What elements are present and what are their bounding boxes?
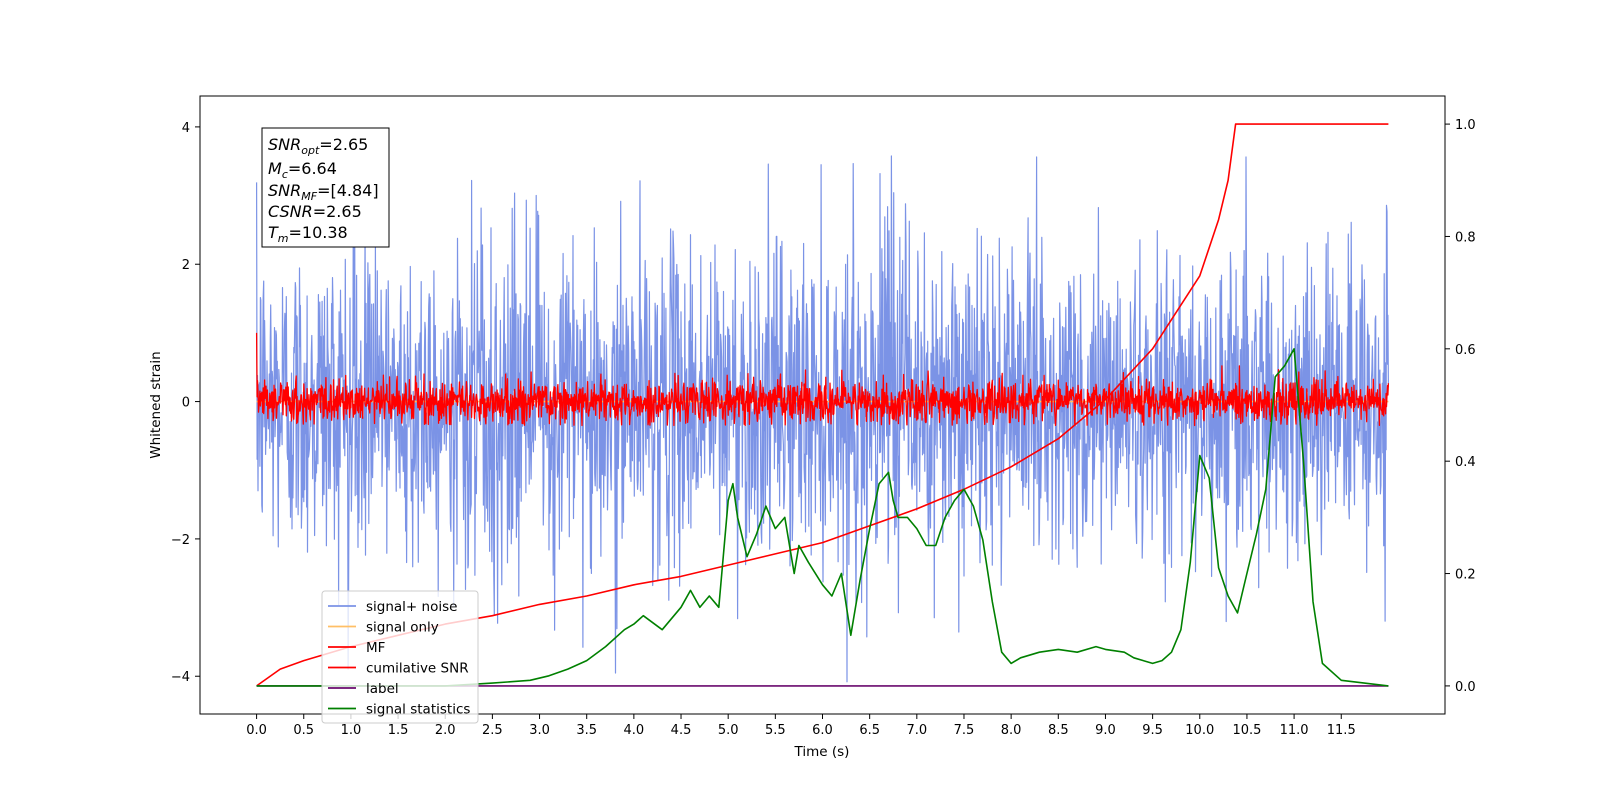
x-tick-label: 10.0: [1185, 723, 1214, 738]
y-tick-label: −2: [171, 533, 190, 548]
annotation-box: SNRopt=2.65 Mc=6.64 SNRMF=[4.84] CSNR=2.…: [261, 127, 390, 248]
x-tick-label: 8.0: [1001, 723, 1022, 738]
x-axis-label: Time (s): [794, 744, 850, 760]
x-tick-label: 0.0: [246, 723, 267, 738]
x-tick-label: 5.5: [765, 723, 786, 738]
y2-tick-label: 0.2: [1455, 568, 1476, 583]
x-tick-label: 10.5: [1232, 723, 1261, 738]
x-tick-label: 8.5: [1048, 723, 1069, 738]
series-line-mf: [255, 332, 1390, 427]
y-tick-label: 4: [182, 121, 190, 136]
legend: signal+ noise signal only MF cumilative SNR…: [321, 590, 479, 724]
x-tick-label: 3.0: [529, 723, 550, 738]
x-tick-label: 6.5: [859, 723, 880, 738]
x-tick-label: 2.0: [435, 723, 456, 738]
x-tick-label: 6.0: [812, 723, 833, 738]
annotation-snr-opt: SNRopt=2.65: [268, 135, 368, 157]
x-axis: 0.0 0.5 1.0 1.5 2.0 2.5 3.0 3.5 4.0 4.5 5.0 5.5 6.0 6…: [246, 714, 1356, 738]
x-tick-label: 3.5: [576, 723, 597, 738]
x-tick-label: 11.5: [1327, 723, 1356, 738]
x-tick-label: 11.0: [1280, 723, 1309, 738]
x-tick-label: 1.0: [341, 723, 362, 738]
legend-label: signal+ noise: [366, 599, 457, 615]
y-axis-right: 1.0 0.8 0.6 0.4 0.2 0.0: [1445, 118, 1476, 695]
y2-tick-label: 0.6: [1455, 343, 1476, 358]
y2-tick-label: 1.0: [1455, 118, 1476, 133]
annotation-tm: Tm=10.38: [268, 223, 348, 245]
x-tick-label: 4.5: [671, 723, 692, 738]
x-tick-label: 0.5: [293, 723, 314, 738]
annotation-csnr: CSNR=2.65: [268, 202, 362, 221]
y-tick-label: 2: [182, 258, 190, 273]
legend-label: signal only: [366, 620, 439, 636]
x-tick-label: 7.5: [954, 723, 975, 738]
y-axis-left: 4 2 0 −2 −4: [171, 121, 200, 685]
x-tick-label: 4.0: [624, 723, 645, 738]
legend-label: cumilative SNR: [366, 661, 469, 677]
legend-label: signal statistics: [366, 702, 470, 718]
x-tick-label: 2.5: [482, 723, 503, 738]
x-tick-label: 9.0: [1095, 723, 1116, 738]
annotation-snr-mf: SNRMF=[4.84]: [268, 181, 379, 203]
y2-tick-label: 0.4: [1455, 455, 1476, 470]
y2-tick-label: 0.0: [1455, 680, 1476, 695]
x-tick-label: 7.0: [906, 723, 927, 738]
y-tick-label: −4: [171, 670, 190, 685]
x-tick-label: 5.0: [718, 723, 739, 738]
annotation-mc: Mc=6.64: [268, 159, 337, 181]
series-line-signal-statistics: [256, 348, 1389, 687]
x-tick-label: 9.5: [1142, 723, 1163, 738]
legend-label: MF: [366, 640, 385, 656]
legend-label: label: [366, 681, 399, 697]
y2-tick-label: 0.8: [1455, 230, 1476, 245]
x-tick-label: 1.5: [388, 723, 409, 738]
y-axis-label: Whitened strain: [148, 351, 164, 458]
y-tick-label: 0: [182, 396, 190, 411]
